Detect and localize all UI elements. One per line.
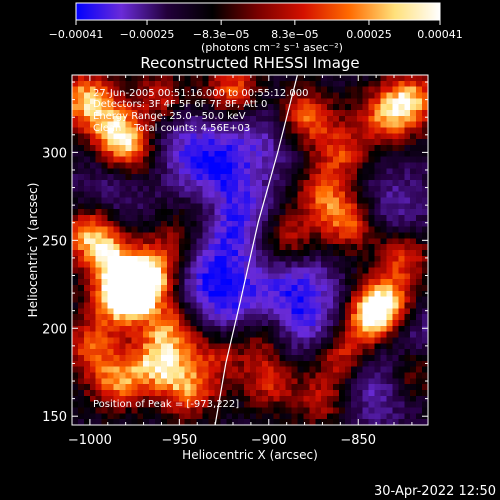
y-tick-label: 250 xyxy=(42,234,67,249)
annotation-time-range: 27-Jun-2005 00:51:16.000 to 00:55:12.000 xyxy=(93,88,309,99)
plot-frame xyxy=(71,74,429,426)
y-tick-label: 300 xyxy=(42,146,67,161)
x-tick-label: −950 xyxy=(161,433,197,448)
generation-date: 30-Apr-2022 12:50 xyxy=(374,484,496,499)
colorbar: −0.00041 −0.00025 −8.3e−05 8.3e−05 0.00025 0.… xyxy=(49,2,463,54)
colorbar-tick-label: −0.00025 xyxy=(120,28,175,41)
colorbar-tick-label: 0.00041 xyxy=(417,28,463,41)
x-tick-label: −850 xyxy=(340,433,376,448)
colorbar-tick-label: 0.00025 xyxy=(346,28,392,41)
colorbar-tick-label: 8.3e−05 xyxy=(271,28,318,41)
solar-limb-curve xyxy=(214,75,298,425)
heatmap-image xyxy=(72,75,428,425)
chart-title: Reconstructed RHESSI Image xyxy=(140,54,359,72)
y-tick-label: 150 xyxy=(42,410,67,425)
annotation-clean-counts: Clean Total counts: 4.56E+03 xyxy=(93,123,250,134)
x-tick-label: −1000 xyxy=(68,433,112,448)
colorbar-gradient xyxy=(75,2,441,21)
colorbar-ticks: −0.00041 −0.00025 −8.3e−05 8.3e−05 0.00025 0.… xyxy=(49,20,463,41)
y-tick-label: 200 xyxy=(42,322,67,337)
axis-ticks: −1000 −950 −900 −850 150 200 250 300 xyxy=(42,75,428,448)
x-axis-label: Heliocentric X (arcsec) xyxy=(182,448,318,462)
annotation-energy-range: Energy Range: 25.0 - 50.0 keV xyxy=(93,111,246,122)
y-axis-label: Heliocentric Y (arcsec) xyxy=(26,183,40,318)
x-tick-label: −900 xyxy=(251,433,287,448)
colorbar-tick-label: −8.3e−05 xyxy=(193,28,250,41)
plot-area: −1000 −950 −900 −850 150 200 250 300 27-Jun-200… xyxy=(42,74,429,448)
colorbar-unit-label: (photons cm⁻² s⁻¹ asec⁻²) xyxy=(201,41,343,54)
colorbar-tick-label: −0.00041 xyxy=(49,28,104,41)
annotation-detectors: Detectors: 3F 4F 5F 6F 7F 8F, Att 0 xyxy=(93,99,267,110)
annotation-peak-position: Position of Peak = [-973,222] xyxy=(93,399,239,410)
